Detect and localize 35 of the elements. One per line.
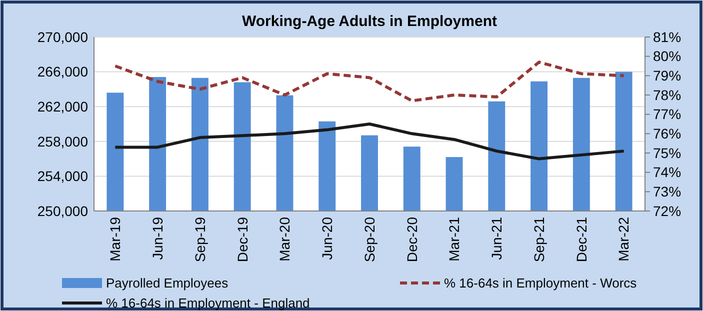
x-tick-label: Dec-19 bbox=[234, 216, 250, 262]
y2-tick-label: 81% bbox=[653, 28, 682, 45]
x-tick-label: Jun-20 bbox=[319, 216, 336, 260]
y-tick-label: 250,000 bbox=[37, 202, 88, 219]
line-series bbox=[114, 122, 626, 160]
x-tick-label: Jun-19 bbox=[149, 216, 166, 260]
legend-label: % 16-64s in Employment - England bbox=[106, 296, 310, 311]
x-tick-label: Dec-20 bbox=[404, 216, 420, 262]
x-tick-label: Sep-21 bbox=[530, 216, 547, 262]
y2-tick-label: 80% bbox=[653, 48, 682, 64]
y2-tick-label: 79% bbox=[653, 68, 682, 84]
legend-label: % 16-64s in Employment - Worcs bbox=[444, 276, 638, 291]
y2-tick-label: 76% bbox=[653, 126, 682, 142]
x-tick-label: Mar-21 bbox=[446, 216, 462, 262]
y-tick-label: 258,000 bbox=[37, 133, 88, 150]
x-tick-label: Dec-21 bbox=[573, 216, 590, 262]
y-tick-label: 266,000 bbox=[37, 64, 88, 80]
y2-tick-label: 72% bbox=[653, 202, 682, 219]
y2-tick-label: 74% bbox=[653, 164, 682, 180]
x-tick-label: Mar-19 bbox=[107, 216, 124, 262]
y2-tick-label: 73% bbox=[653, 184, 682, 200]
y-tick-label: 270,000 bbox=[37, 28, 88, 45]
x-tick-label: Mar-22 bbox=[616, 216, 632, 262]
y-tick-label: 262,000 bbox=[37, 98, 88, 114]
x-tick-label: Mar-20 bbox=[276, 216, 293, 262]
y2-tick-label: 78% bbox=[653, 86, 682, 103]
x-tick-label: Sep-19 bbox=[192, 216, 208, 262]
y-tick-label: 254,000 bbox=[37, 168, 88, 184]
x-tick-label: Sep-20 bbox=[361, 216, 378, 262]
legend-label: Payrolled Employees bbox=[106, 276, 229, 291]
x-tick-label: Jun-21 bbox=[488, 216, 505, 260]
line-series bbox=[114, 60, 626, 102]
chart-title: Working-Age Adults in Employment bbox=[242, 13, 498, 30]
y2-tick-label: 77% bbox=[653, 106, 682, 122]
y2-tick-label: 75% bbox=[653, 144, 682, 161]
